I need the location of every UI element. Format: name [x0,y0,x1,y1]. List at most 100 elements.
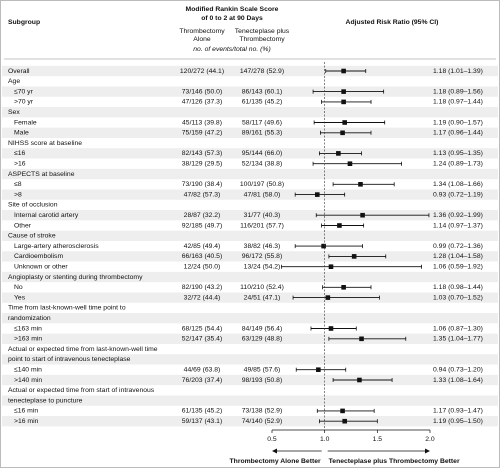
plus-count: 84/149 (56.4) [242,325,282,332]
alone-count: 59/137 (43.1) [182,418,222,425]
row-label: Unknown or other [14,263,68,270]
left-label: Thrombectomy Alone Better [230,458,321,465]
estimate-square [337,223,342,228]
estimate-square [351,254,357,259]
plus-count: 98/193 (50.8) [242,377,282,384]
row-stripe [2,416,498,427]
row-stripe [2,86,498,97]
alone-count: 38/129 (29.5) [182,160,222,167]
estimate-square [340,130,345,136]
estimate-square [357,377,362,383]
group-heading: NIHSS score at baseline [8,140,82,147]
group-heading: Age [8,78,20,85]
ratio-label: 1.35 (1.04–1.77) [433,336,483,343]
x-tick-label: 0.5 [267,436,277,443]
ratio-label: 1.24 (0.89–1.73) [433,160,483,167]
row-label: Internal carotid artery [14,212,79,219]
ratio-label: 0.94 (0.73–1.20) [433,366,483,373]
group-heading: point to start of intravenous tenectepla… [8,356,131,363]
row-label: >140 min [14,377,42,384]
row-label: Other [14,222,32,229]
left-arrowhead [272,448,277,454]
right-arrowhead [425,448,430,454]
ratio-label: 1.19 (0.95–1.50) [433,418,483,425]
row-stripe [2,230,498,241]
ratio-label: 1.03 (0.70–1.52) [433,294,483,301]
alone-count: 52/147 (35.4) [182,336,222,343]
estimate-square [359,336,364,342]
alone-count: 73/190 (38.4) [182,181,222,188]
row-stripe [2,251,498,262]
row-label: Yes [14,294,26,301]
plus-count: 49/85 (57.6) [244,366,281,373]
ratio-label: 1.18 (0.97–1.44) [433,99,483,106]
plus-count: 63/129 (48.8) [242,336,282,343]
alone-count: 75/159 (47.2) [182,130,222,137]
group-heading: randomization [8,315,51,322]
plus-count: 116/201 (57.7) [240,222,284,229]
group-heading: Angioplasty or stenting during thrombect… [8,274,143,281]
group-heading: Sex [8,109,20,116]
ratio-label: 1.36 (0.92–1.99) [433,212,483,219]
ratio-label: 1.06 (0.87–1.30) [433,325,483,332]
ratio-label: 1.34 (1.08–1.66) [433,181,483,188]
ratio-label: 1.18 (1.01–1.39) [433,68,483,75]
x-tick-label: 1.0 [320,436,330,443]
ratio-label: 1.17 (0.93–1.47) [433,408,483,415]
alone-count: 68/125 (54.4) [182,325,222,332]
ratio-label: 0.99 (0.72–1.36) [433,243,483,250]
estimate-square [341,68,346,74]
row-label: ≤8 [14,181,22,188]
right-label: Tenecteplase plus Thrombectomy Better [329,458,460,465]
row-label: No [14,284,23,291]
plus-count: 73/138 (52.9) [242,408,282,415]
alone-count: 28/87 (32.2) [184,212,221,219]
subgroup-header: Subgroup [8,19,40,26]
row-stripe [2,107,498,118]
ratio-label: 1.17 (0.96–1.44) [433,130,483,137]
estimate-square [341,89,346,94]
row-label: Male [14,130,29,137]
column-header: Thrombectomy [239,36,285,43]
row-stripe [2,189,498,200]
row-stripe [2,354,498,365]
group-heading: Time from last-known-well time point to [8,305,126,312]
alone-count: 47/126 (37.3) [182,99,222,106]
row-stripe [2,271,498,283]
group-heading: Site of occlusion [8,202,58,209]
outcome-header: of 0 to 2 at 90 Days [201,15,263,22]
row-label: Female [14,119,37,126]
alone-count: 44/69 (63.8) [184,366,221,373]
row-label: ≤16 [14,150,26,157]
alone-count: 47/82 (57.3) [184,191,221,198]
group-heading: tenecteplase to puncture [8,397,83,404]
alone-count: 73/146 (50.0) [182,88,222,95]
plus-count: 47/81 (58.0) [244,191,281,198]
estimate-square [342,418,347,424]
row-stripe [2,127,498,138]
row-stripe [2,374,498,386]
ratio-label: 1.18 (0.89–1.56) [433,88,483,95]
row-label: >70 yr [14,99,34,106]
ratio-label: 1.19 (0.90–1.57) [433,119,483,126]
ratio-header: Adjusted Risk Ratio (95% CI) [346,19,439,26]
row-stripe [2,333,498,344]
plus-count: 52/134 (38.8) [242,160,282,167]
ratio-label: 1.13 (0.95–1.35) [433,150,483,157]
group-heading: ASPECTS at baseline [8,171,75,178]
row-stripe [2,168,498,180]
estimate-square [328,326,334,331]
estimate-square [341,285,346,290]
plus-count: 89/161 (55.3) [242,130,282,137]
plus-count: 100/197 (50.8) [240,181,284,188]
estimate-square [325,295,331,300]
plus-count: 13/24 (54.2) [244,263,281,270]
row-label: Overall [8,68,30,75]
estimate-square [347,161,353,166]
row-label: >163 min [14,336,42,343]
ratio-label: 1.33 (1.08–1.64) [433,377,483,384]
estimate-square [321,243,326,249]
group-heading: Cause of stroke [8,233,56,240]
plus-count: 86/143 (60.1) [242,88,282,95]
